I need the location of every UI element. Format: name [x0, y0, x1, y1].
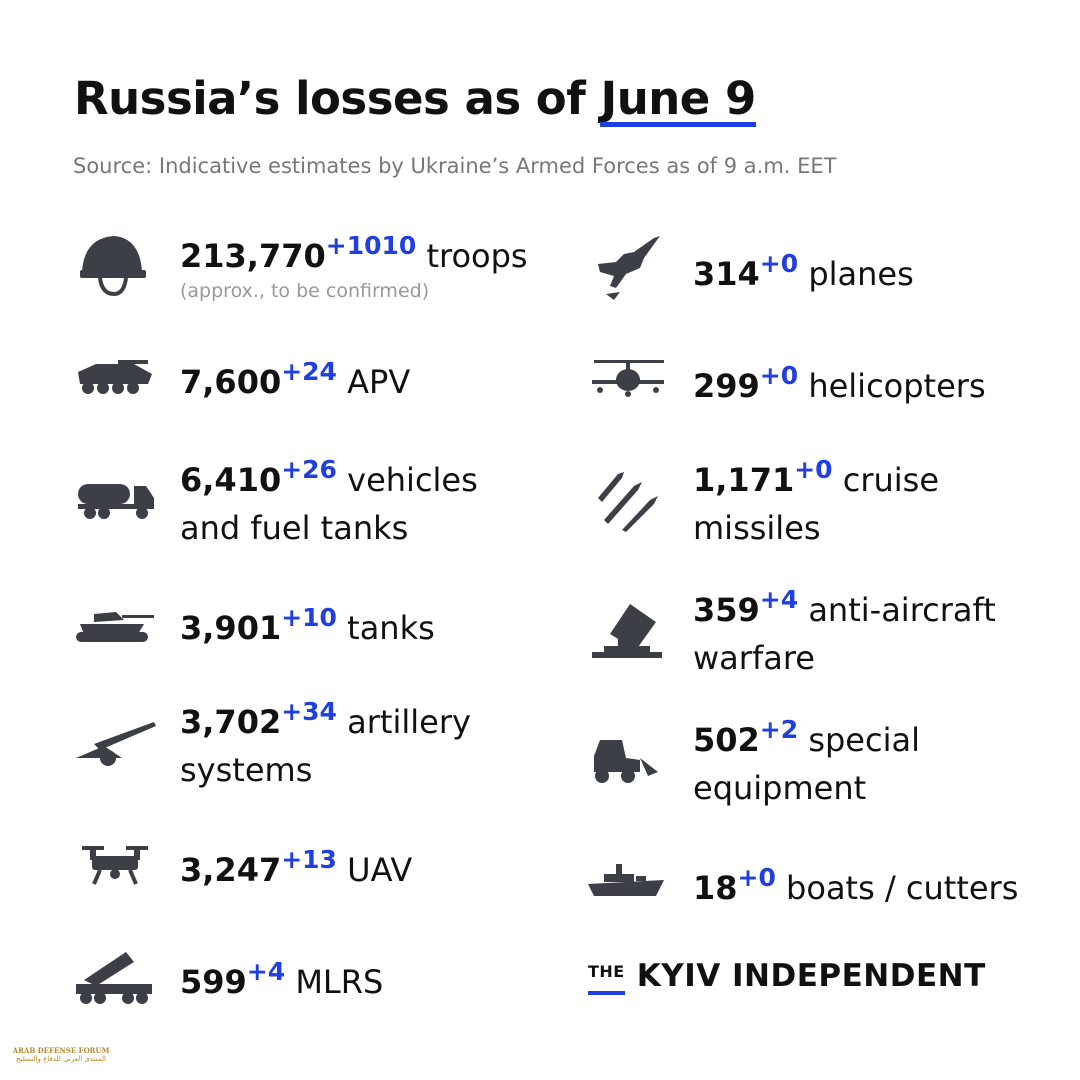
anti-aircraft-icon [592, 604, 662, 658]
stat-label: APV [347, 363, 411, 401]
stat-delta: +10 [281, 603, 337, 632]
logo-name: KYIV INDEPENDENT [636, 958, 986, 994]
loader-icon [594, 740, 658, 783]
stat-count: 599 [180, 963, 247, 1001]
stat-delta: +26 [281, 455, 337, 484]
stat-label: planes [808, 255, 914, 293]
stat-item: 3,702+34 artillery systems [180, 698, 540, 794]
stat-label: MLRS [295, 963, 384, 1001]
stat-count: 1,171 [693, 461, 795, 499]
stat-item: 1,171+0 cruise missiles [693, 456, 1043, 552]
stat-note: (approx., to be confirmed) [180, 280, 430, 302]
stat-count: 502 [693, 721, 760, 759]
stat-delta: +34 [281, 697, 337, 726]
stat-delta: +1010 [325, 231, 417, 260]
source: Source: Indicative estimates by Ukraine’… [73, 154, 837, 178]
stat-delta: +24 [281, 357, 337, 386]
stat-label: cruise missiles [693, 461, 940, 547]
stat-count: 299 [693, 367, 760, 405]
stat-item: 6,410+26 vehicles and fuel tanks [180, 456, 540, 552]
stat-label: UAV [347, 851, 413, 889]
title-text: Russia’s losses as of [74, 72, 586, 125]
stat-delta: +4 [759, 585, 799, 614]
boat-icon [588, 864, 664, 896]
mlrs-icon [76, 952, 152, 1004]
stat-item: 213,770+1010 troops (approx., to be confi… [180, 232, 540, 302]
logo: THE KYIV INDEPENDENT [588, 958, 986, 994]
apv-icon [78, 360, 152, 394]
missiles-icon [598, 472, 658, 532]
artillery-icon [76, 722, 156, 766]
stat-delta: +4 [246, 957, 286, 986]
stat-label: troops [426, 237, 528, 275]
logo-prefix: THE [588, 962, 625, 981]
stat-count: 7,600 [180, 363, 282, 401]
stat-label: boats / cutters [786, 869, 1019, 907]
stat-delta: +0 [759, 249, 799, 278]
stat-count: 18 [693, 869, 738, 907]
stat-label: anti-aircraft warfare [693, 591, 996, 677]
fuel-truck-icon [78, 484, 154, 519]
tank-icon [76, 612, 154, 642]
stat-label: special equipment [693, 721, 920, 807]
stat-label: helicopters [808, 367, 986, 405]
stat-item: 314+0 planes [693, 250, 1043, 298]
stat-delta: +0 [794, 455, 833, 484]
plane-icon [598, 236, 660, 300]
watermark-name: ARAB DEFENSE FORUM [12, 1046, 110, 1055]
stat-label: artillery systems [180, 703, 471, 789]
helmet-icon [80, 236, 146, 297]
stat-count: 3,901 [180, 609, 282, 647]
stat-delta: +0 [759, 361, 799, 390]
helicopter-icon [592, 360, 664, 397]
stat-count: 3,247 [180, 851, 282, 889]
watermark: ARAB DEFENSE FORUM المنتدى العربي للدفاع … [6, 1000, 116, 1063]
stat-count: 6,410 [180, 461, 282, 499]
stat-item: 18+0 boats / cutters [693, 864, 1043, 912]
stat-count: 3,702 [180, 703, 282, 741]
stat-item: 299+0 helicopters [693, 362, 1043, 410]
stat-delta: +0 [737, 863, 776, 892]
title-date: June 9 [600, 72, 756, 125]
watermark-arabic: المنتدى العربي للدفاع والتسليح [16, 1055, 106, 1063]
stat-item: 3,247+13 UAV [180, 846, 540, 894]
stat-count: 314 [693, 255, 760, 293]
stat-item: 502+2 special equipment [693, 716, 1043, 812]
stat-delta: +2 [759, 715, 799, 744]
stat-item: 7,600+24 APV [180, 358, 540, 406]
stat-item: 359+4 anti-aircraft warfare [693, 586, 1043, 682]
stat-label: tanks [347, 609, 435, 647]
stat-item: 3,901+10 tanks [180, 604, 540, 652]
stat-item: 599+4 MLRS [180, 958, 540, 1006]
stat-count: 213,770 [180, 237, 326, 275]
stat-count: 359 [693, 591, 760, 629]
title: Russia’s losses as of June 9 [74, 72, 756, 125]
uav-icon [82, 846, 148, 885]
stat-delta: +13 [281, 845, 337, 874]
stat-label: vehicles and fuel tanks [180, 461, 478, 547]
